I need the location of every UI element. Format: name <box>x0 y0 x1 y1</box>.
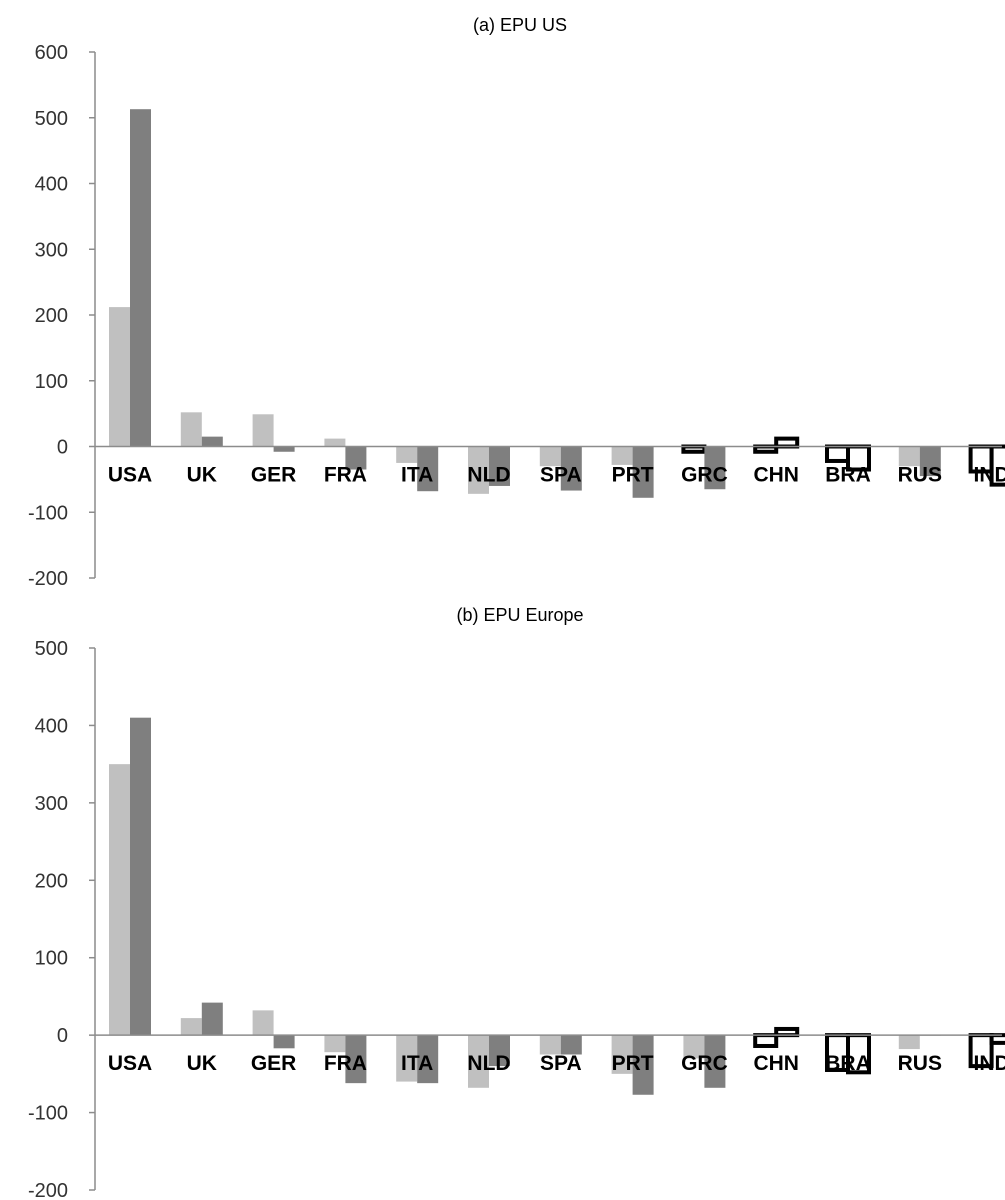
chart-title: (b) EPU Europe <box>456 605 583 625</box>
x-category-label: IND <box>974 1052 1005 1075</box>
y-tick-label: 300 <box>35 793 68 815</box>
bar-series-1-nld <box>468 446 489 494</box>
x-category-label: ITA <box>401 1052 433 1075</box>
x-category-label: IND <box>974 464 1005 487</box>
bar-series-2-ita <box>417 1035 439 1084</box>
x-category-label: USA <box>108 1052 152 1075</box>
y-tick-label: 500 <box>35 638 68 660</box>
x-category-label: USA <box>108 464 152 487</box>
x-category-label: RUS <box>898 1052 942 1075</box>
bar-series-2-chn <box>774 436 800 449</box>
bar-series-1-usa <box>109 307 130 447</box>
bar-series-1-uk <box>180 1018 202 1036</box>
bar-series-1-prt <box>611 1035 633 1074</box>
bar-series-2-uk <box>201 436 223 447</box>
bar-series-1-rus <box>898 1035 920 1050</box>
bar-series-2-prt <box>632 446 654 498</box>
x-category-label: CHN <box>753 1052 799 1075</box>
bar-series-2-grc <box>704 1035 726 1088</box>
bar-series-2-fra <box>345 1035 367 1084</box>
bar-series-2-ind <box>989 444 1005 487</box>
bar-series-2-spa <box>560 1035 582 1055</box>
y-tick-label: 300 <box>35 239 68 261</box>
chart-title: (a) EPU US <box>473 15 567 35</box>
bar-series-1-ger <box>252 1010 274 1036</box>
y-tick-label: 200 <box>35 305 68 327</box>
bar-series-2-spa <box>560 446 582 491</box>
bar-series-1-usa <box>109 764 130 1036</box>
y-tick-label: 100 <box>35 371 68 393</box>
x-category-label: UK <box>187 464 217 487</box>
bar-series-2-nld <box>489 1035 510 1067</box>
y-tick-label: -100 <box>28 502 68 524</box>
x-category-label: ITA <box>401 464 433 487</box>
bar-series-1-ita <box>396 446 418 463</box>
bar-series-1-chn <box>753 1033 779 1048</box>
y-tick-label: 200 <box>35 870 68 892</box>
x-category-label: RUS <box>898 464 942 487</box>
bar-series-2-usa <box>130 717 151 1036</box>
bar-series-2-ind <box>989 1033 1005 1045</box>
x-category-label: NLD <box>467 464 510 487</box>
x-category-label: GER <box>251 1052 297 1075</box>
y-tick-label: 500 <box>35 108 68 130</box>
bar-series-1-spa <box>539 446 561 467</box>
bar-series-2-ita <box>417 446 439 492</box>
y-tick-label: 400 <box>35 715 68 737</box>
x-category-label: UK <box>187 1052 217 1075</box>
bar-series-1-fra <box>324 1035 346 1053</box>
bar-series-2-uk <box>201 1002 223 1036</box>
x-category-label: GRC <box>681 464 728 487</box>
bar-series-1-uk <box>180 412 202 447</box>
y-tick-label: 0 <box>57 437 68 459</box>
bar-series-1-spa <box>539 1035 561 1055</box>
chart-panel-1: (b) EPU Europe 500 400 300 200 100 0 -100 -200 US… <box>28 605 1005 1200</box>
bar-series-1-fra <box>324 438 346 447</box>
bar-series-2-grc <box>704 446 726 490</box>
x-category-label: NLD <box>467 1052 510 1075</box>
bar-series-2-prt <box>632 1035 654 1095</box>
x-category-label: PRT <box>612 464 654 487</box>
x-category-label: SPA <box>540 1052 582 1075</box>
bar-series-2-ger <box>273 446 295 452</box>
y-tick-label: 400 <box>35 174 68 196</box>
bar-series-1-chn <box>753 444 779 454</box>
y-tick-label: 0 <box>57 1025 68 1047</box>
y-tick-label: -200 <box>28 1180 68 1200</box>
bar-series-1-grc <box>683 1035 705 1059</box>
y-tick-label: -200 <box>28 568 68 590</box>
bar-series-1-prt <box>611 446 633 465</box>
y-tick-label: 600 <box>35 42 68 64</box>
bar-series-2-chn <box>774 1026 800 1038</box>
bar-series-2-fra <box>345 446 367 470</box>
bar-series-1-nld <box>468 1035 489 1088</box>
bar-series-1-ita <box>396 1035 418 1082</box>
x-category-label: GRC <box>681 1052 728 1075</box>
x-category-label: FRA <box>324 464 367 487</box>
x-category-label: BRA <box>825 1052 871 1075</box>
y-tick-label: -100 <box>28 1103 68 1125</box>
bar-series-1-ger <box>252 414 274 447</box>
y-tick-label: 100 <box>35 948 68 970</box>
bar-series-2-ger <box>273 1035 295 1049</box>
bar-series-1-rus <box>898 446 920 467</box>
x-category-label: SPA <box>540 464 582 487</box>
x-category-label: BRA <box>825 464 871 487</box>
bar-series-2-usa <box>130 109 151 447</box>
chart-panel-0: (a) EPU US 600 500 400 300 200 100 0 -100 -200 USA… <box>28 15 1005 590</box>
bar-series-1-bra <box>825 444 850 463</box>
x-category-label: GER <box>251 464 297 487</box>
x-category-label: PRT <box>612 1052 654 1075</box>
x-category-label: FRA <box>324 1052 367 1075</box>
bar-series-1-grc <box>681 444 707 454</box>
bar-series-2-rus <box>919 446 941 477</box>
bar-series-2-nld <box>489 446 510 486</box>
x-category-label: CHN <box>753 464 799 487</box>
